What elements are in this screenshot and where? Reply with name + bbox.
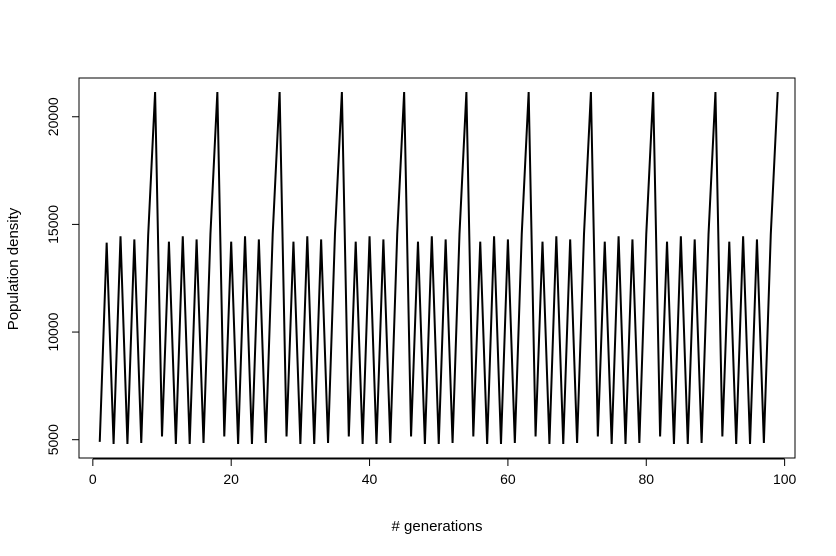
- y-tick-label: 15000: [45, 205, 61, 244]
- plot-area: 0 20 40 60 80 100 5000 10000 15000 20000: [45, 77, 797, 487]
- series-line: [98, 91, 779, 445]
- x-tick-label: 20: [223, 471, 239, 487]
- x-axis-title: # generations: [392, 518, 483, 535]
- x-tick-label: 80: [638, 471, 654, 487]
- y-axis-title: Population density: [5, 207, 22, 330]
- y-tick-label: 20000: [45, 97, 61, 136]
- y-tick-label: 5000: [45, 424, 61, 455]
- x-tick-label: 0: [89, 471, 97, 487]
- y-tick-label: 10000: [45, 312, 61, 351]
- x-tick-label: 60: [500, 471, 516, 487]
- x-tick-label: 40: [362, 471, 378, 487]
- x-tick-label: 100: [773, 471, 797, 487]
